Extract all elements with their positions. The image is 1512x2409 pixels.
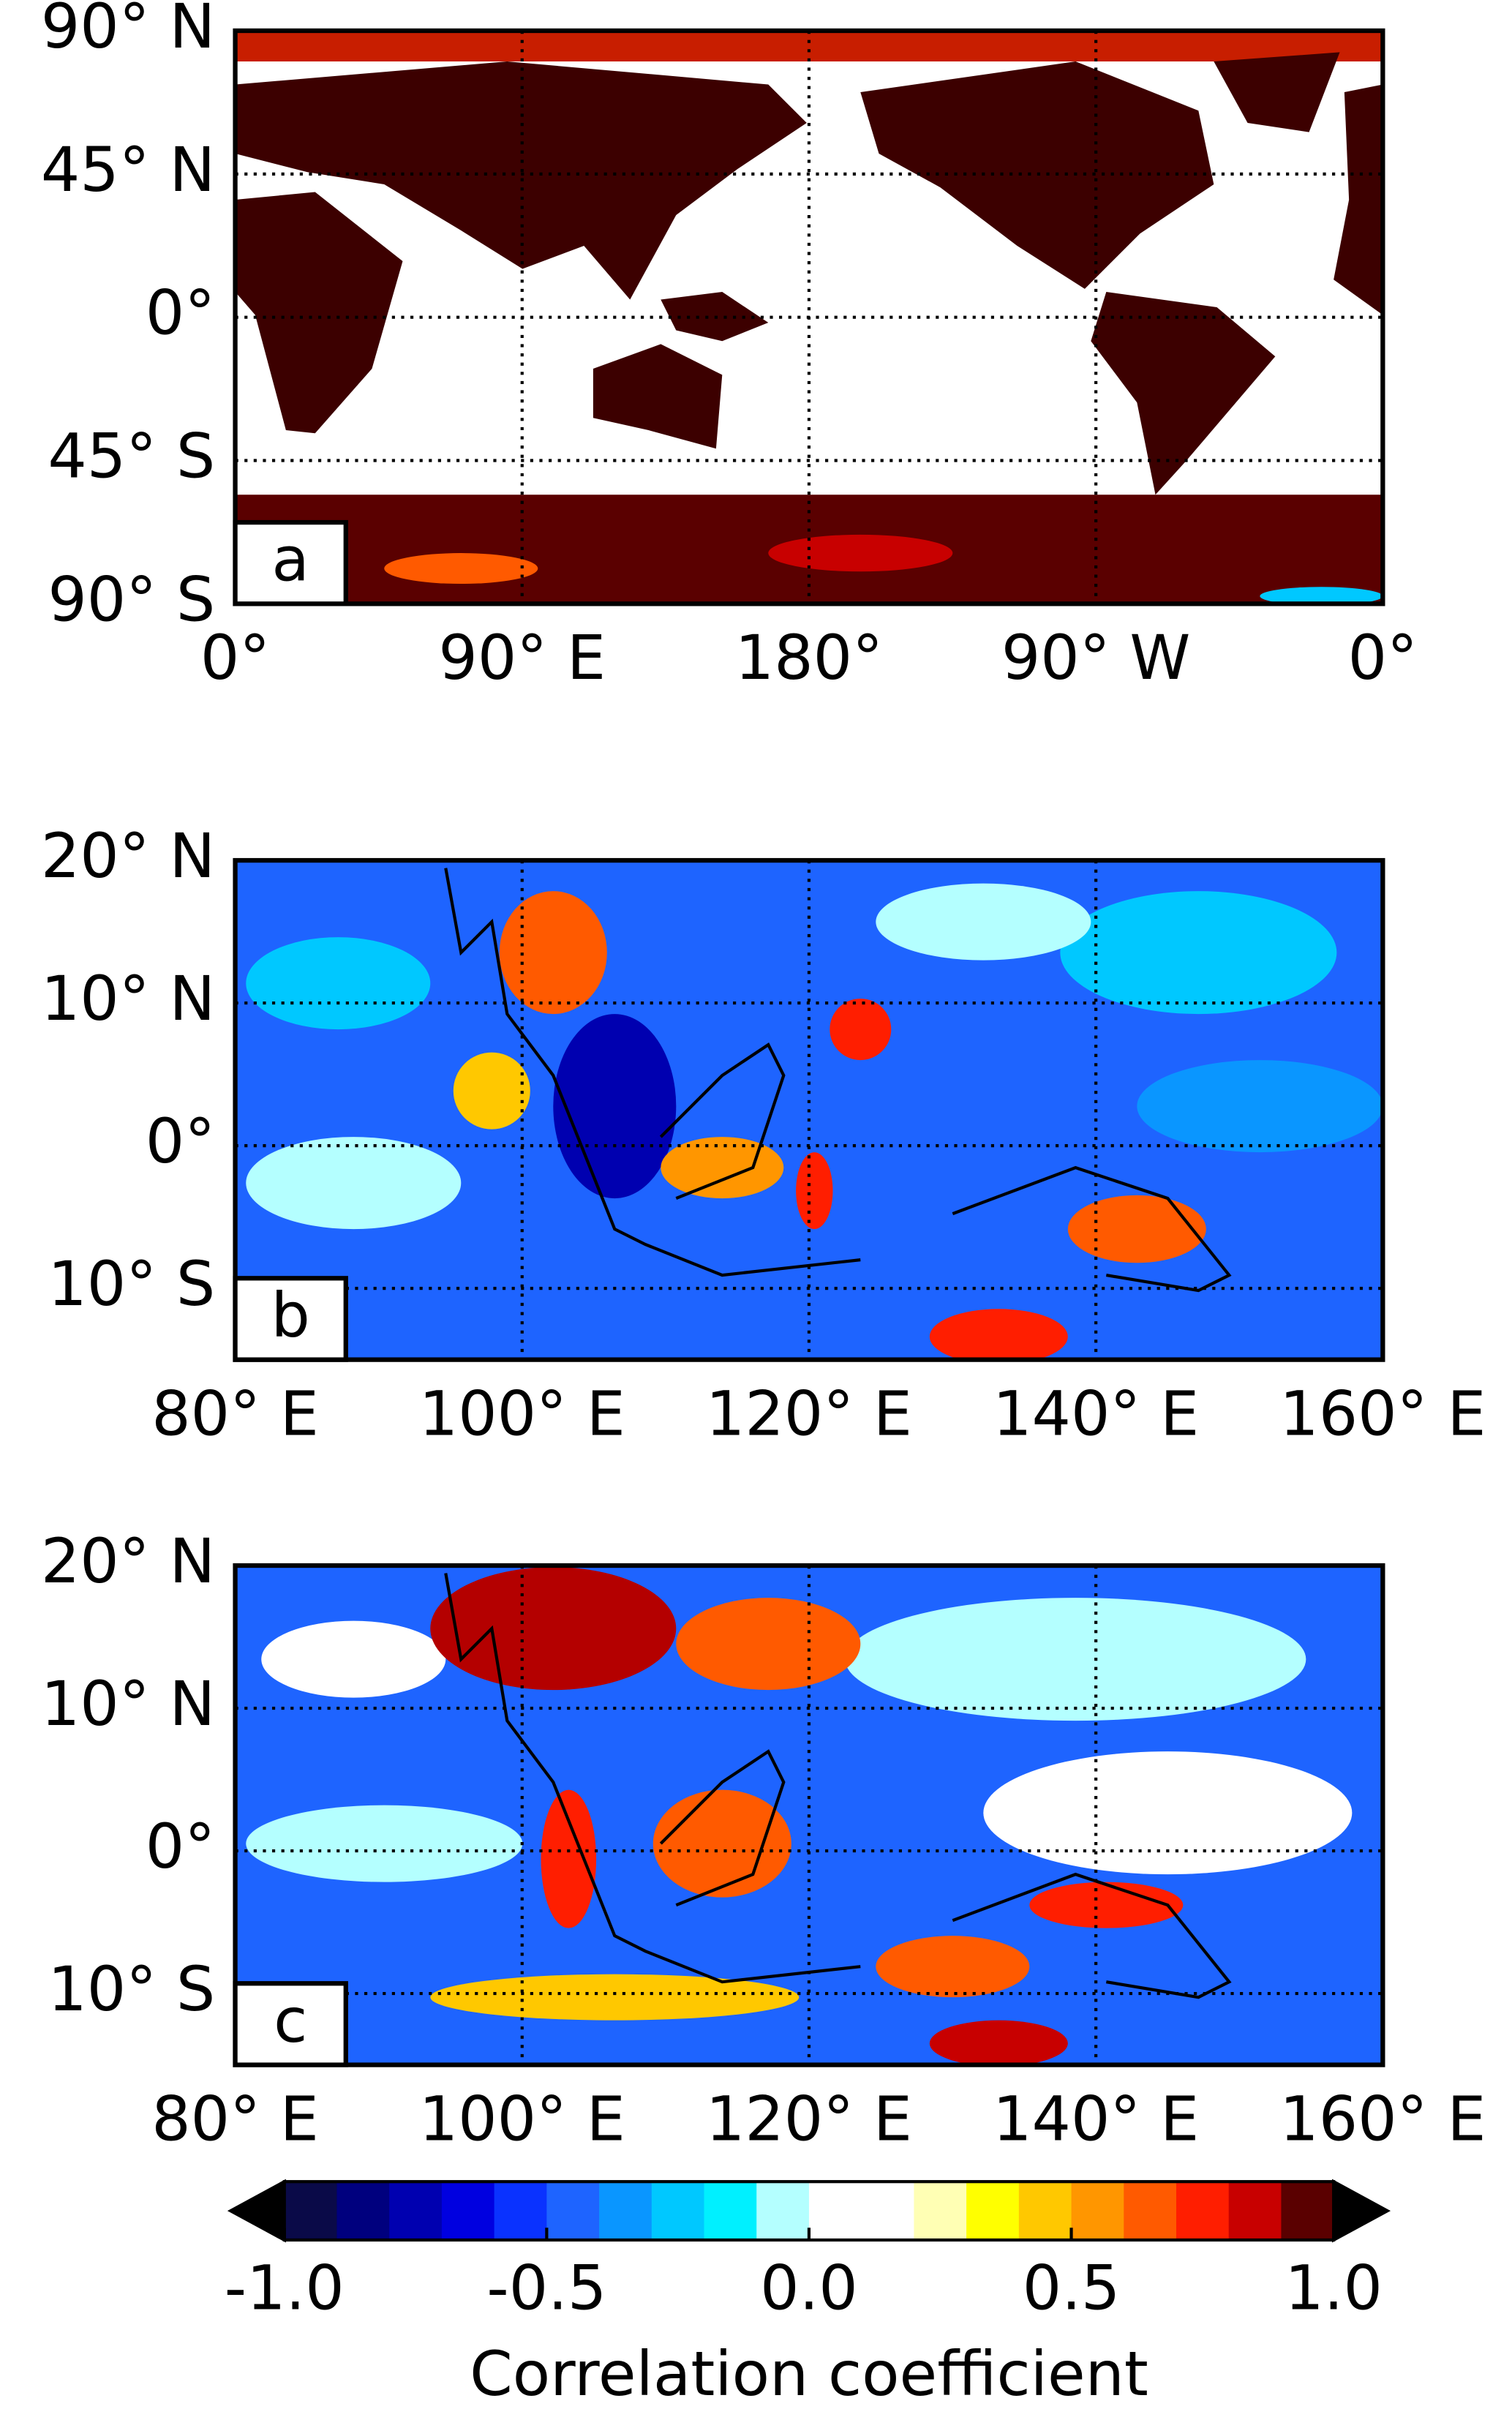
- y-tick-label: 10° N: [41, 963, 215, 1034]
- y-tick-label: 10° S: [48, 1248, 215, 1320]
- panel-label-box: [233, 1981, 348, 2067]
- colorbar-bin: [1124, 2181, 1178, 2240]
- panel-label-box: [233, 519, 348, 606]
- y-tick-label: 45° S: [48, 420, 215, 492]
- panel-label-box: [233, 1276, 348, 1362]
- x-tick-label: 80° E: [151, 1378, 319, 1449]
- x-tick-label: 100° E: [419, 2083, 625, 2154]
- y-tick-label: 20° N: [41, 820, 215, 892]
- x-tick-label: 140° E: [993, 1378, 1199, 1449]
- colorbar-bin: [861, 2181, 915, 2240]
- colorbar-bin: [546, 2181, 601, 2240]
- colorbar-tick-label: -0.5: [486, 2252, 606, 2323]
- colorbar-bin: [704, 2181, 758, 2240]
- colorbar-label: Correlation coefficient: [470, 2338, 1148, 2409]
- x-tick-label: 120° E: [706, 2083, 912, 2154]
- y-tick-label: 20° N: [41, 1525, 215, 1597]
- x-tick-label: 0°: [1348, 622, 1418, 694]
- map-frame: [233, 28, 1385, 606]
- colorbar-bin: [1071, 2181, 1125, 2240]
- y-tick-label: 10° N: [41, 1668, 215, 1740]
- x-tick-label: 90° E: [438, 622, 606, 694]
- y-tick-label: 90° N: [41, 0, 215, 62]
- colorbar-extend-max: [1332, 2179, 1391, 2243]
- panel-label: a: [271, 524, 309, 595]
- colorbar-bin: [389, 2181, 443, 2240]
- y-tick-label: 45° N: [41, 134, 215, 206]
- colorbar-bin: [1018, 2181, 1072, 2240]
- x-tick-label: 160° E: [1279, 1378, 1486, 1449]
- colorbar-bin: [494, 2181, 548, 2240]
- colorbar-tick-label: 1.0: [1285, 2252, 1383, 2323]
- x-tick-label: 80° E: [151, 2083, 319, 2154]
- map-frame: [233, 857, 1385, 1362]
- panel-label: b: [271, 1279, 309, 1351]
- x-tick-label: 0°: [200, 622, 270, 694]
- colorbar-bin: [336, 2181, 391, 2240]
- colorbar-bin: [914, 2181, 968, 2240]
- y-tick-label: 90° S: [48, 563, 215, 635]
- y-tick-label: 10° S: [48, 1953, 215, 2025]
- colorbar-bin: [966, 2181, 1020, 2240]
- colorbar-bin: [1228, 2181, 1282, 2240]
- colorbar-bin: [599, 2181, 652, 2240]
- x-tick-label: 100° E: [419, 1378, 625, 1449]
- colorbar-bin: [651, 2181, 705, 2240]
- colorbar-bin: [284, 2181, 338, 2240]
- colorbar-tick-label: 0.5: [1023, 2252, 1121, 2323]
- y-tick-label: 0°: [146, 1105, 215, 1177]
- colorbar-tick-label: 0.0: [760, 2252, 858, 2323]
- map-field-a: [235, 31, 1383, 604]
- colorbar-bin: [756, 2181, 810, 2240]
- x-tick-label: 160° E: [1279, 2083, 1486, 2154]
- colorbar-bin: [441, 2181, 495, 2240]
- x-tick-label: 90° W: [1001, 622, 1191, 694]
- x-tick-label: 120° E: [706, 1378, 912, 1449]
- colorbar-bin: [1176, 2181, 1230, 2240]
- x-tick-label: 180°: [735, 622, 883, 694]
- y-tick-label: 0°: [146, 277, 215, 349]
- y-tick-label: 0°: [146, 1811, 215, 1882]
- colorbar-extend-min: [227, 2179, 286, 2243]
- colorbar-bin: [1281, 2181, 1335, 2240]
- x-tick-label: 140° E: [993, 2083, 1199, 2154]
- colorbar-bin: [808, 2181, 862, 2240]
- map-frame: [233, 1563, 1385, 2067]
- colorbar-tick-label: -1.0: [225, 2252, 345, 2323]
- panel-label: c: [274, 1985, 307, 2056]
